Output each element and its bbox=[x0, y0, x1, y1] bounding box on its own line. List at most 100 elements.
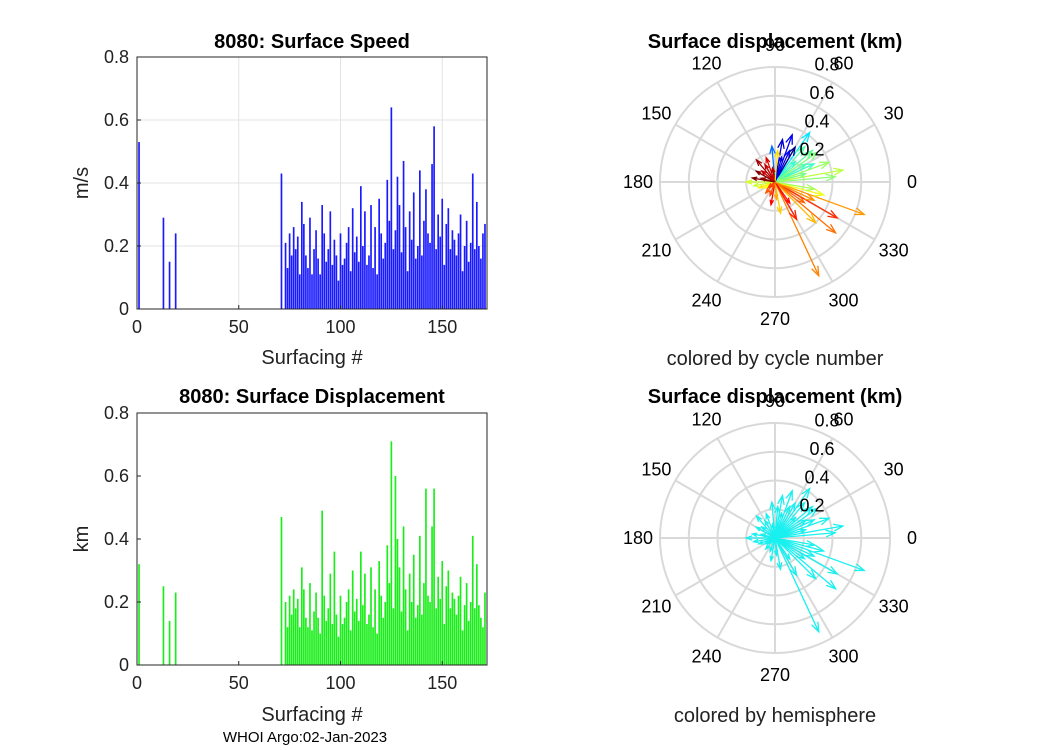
polar-spoke bbox=[674, 181, 776, 241]
arrow-head bbox=[755, 514, 763, 523]
bar bbox=[429, 602, 431, 665]
bar bbox=[138, 564, 140, 665]
bar bbox=[384, 242, 387, 309]
arrow-head bbox=[811, 621, 820, 634]
bar bbox=[366, 624, 368, 665]
arrow-head bbox=[832, 167, 845, 176]
bar bbox=[366, 264, 368, 309]
angle-label: 60 bbox=[833, 53, 853, 73]
arrow-head bbox=[787, 501, 797, 512]
displacement-arrow bbox=[765, 511, 776, 539]
bar bbox=[396, 176, 399, 309]
bar bbox=[384, 602, 387, 665]
angle-label: 120 bbox=[691, 53, 721, 73]
displacement-arrow bbox=[763, 518, 776, 539]
arrow-shaft bbox=[774, 181, 836, 234]
displacement-arrow bbox=[774, 529, 838, 539]
arrow-head bbox=[765, 155, 771, 164]
displacement-arrow bbox=[774, 181, 817, 224]
bar bbox=[364, 211, 366, 309]
bar-series bbox=[138, 107, 486, 310]
chart-title: 8080: Surface Speed bbox=[214, 31, 410, 53]
arrow-head bbox=[798, 528, 808, 535]
arrow-head bbox=[802, 149, 814, 160]
arrow-shaft bbox=[774, 537, 865, 572]
bar bbox=[445, 223, 448, 309]
angle-label: 0 bbox=[907, 528, 917, 548]
bar bbox=[378, 198, 380, 309]
displacement-arrow bbox=[760, 169, 776, 183]
bar bbox=[451, 592, 454, 665]
bar bbox=[355, 598, 358, 665]
arrow-shaft bbox=[774, 181, 805, 204]
arrow-shaft bbox=[774, 537, 815, 557]
arrow-shaft bbox=[774, 488, 811, 539]
x-axis-label: Surfacing # bbox=[261, 704, 363, 726]
bar bbox=[335, 255, 338, 309]
displacement-arrow bbox=[774, 181, 816, 202]
bar bbox=[480, 258, 482, 309]
arrow-shaft bbox=[756, 159, 776, 183]
displacement-arrow bbox=[774, 181, 817, 192]
bar bbox=[469, 602, 472, 665]
bar bbox=[453, 239, 456, 309]
bar bbox=[386, 545, 389, 665]
arrow-head bbox=[776, 206, 783, 216]
displacement-arrow bbox=[769, 181, 776, 207]
bar bbox=[471, 535, 474, 665]
arrow-head bbox=[783, 505, 791, 515]
arrow-head bbox=[777, 493, 785, 505]
arrow-shaft bbox=[774, 150, 791, 183]
angle-label: 270 bbox=[760, 309, 790, 329]
bar bbox=[471, 173, 474, 309]
bar bbox=[311, 630, 313, 665]
arrow-head bbox=[784, 553, 791, 561]
displacement-arrow bbox=[774, 151, 819, 183]
bar bbox=[382, 617, 385, 665]
arrow-head bbox=[757, 184, 764, 189]
bar bbox=[469, 242, 472, 309]
chart-title: Surface displacement (km) bbox=[648, 31, 903, 53]
radius-label: 0.6 bbox=[809, 439, 834, 459]
bar bbox=[439, 236, 442, 309]
displacement-arrow bbox=[774, 155, 783, 183]
bar bbox=[443, 264, 446, 309]
bar bbox=[400, 611, 403, 665]
radius-label: 0.2 bbox=[799, 140, 824, 160]
bar bbox=[298, 627, 301, 665]
displacement-arrow bbox=[760, 525, 776, 539]
bar bbox=[300, 567, 303, 665]
bar bbox=[374, 589, 376, 665]
arrow-shaft bbox=[774, 181, 865, 216]
displacement-arrow bbox=[773, 537, 779, 558]
bar bbox=[290, 255, 293, 309]
bar bbox=[419, 535, 421, 665]
bar bbox=[388, 220, 391, 309]
arrow-head bbox=[827, 565, 839, 575]
bar bbox=[482, 627, 484, 665]
bar bbox=[168, 620, 171, 665]
bar bbox=[319, 274, 321, 309]
arrow-shaft bbox=[774, 132, 811, 183]
displacement-arrow bbox=[774, 181, 866, 216]
bar bbox=[374, 227, 376, 309]
bar bbox=[341, 264, 344, 309]
bar bbox=[429, 242, 431, 309]
arrow-shaft bbox=[774, 512, 783, 539]
bar bbox=[288, 595, 291, 665]
bar bbox=[290, 614, 293, 665]
bar bbox=[335, 614, 338, 665]
y-tick-label: 0.4 bbox=[104, 173, 129, 193]
bar bbox=[445, 586, 448, 665]
bar bbox=[441, 198, 444, 309]
arrow-shaft bbox=[774, 181, 778, 200]
radius-label: 0.8 bbox=[814, 411, 839, 431]
bar bbox=[484, 592, 486, 665]
bar bbox=[345, 602, 348, 665]
arrow-shaft bbox=[774, 156, 783, 183]
bar bbox=[392, 249, 395, 309]
bar bbox=[473, 608, 476, 665]
bar bbox=[288, 233, 291, 309]
bar bbox=[396, 539, 399, 665]
displacement-arrow bbox=[774, 537, 826, 553]
